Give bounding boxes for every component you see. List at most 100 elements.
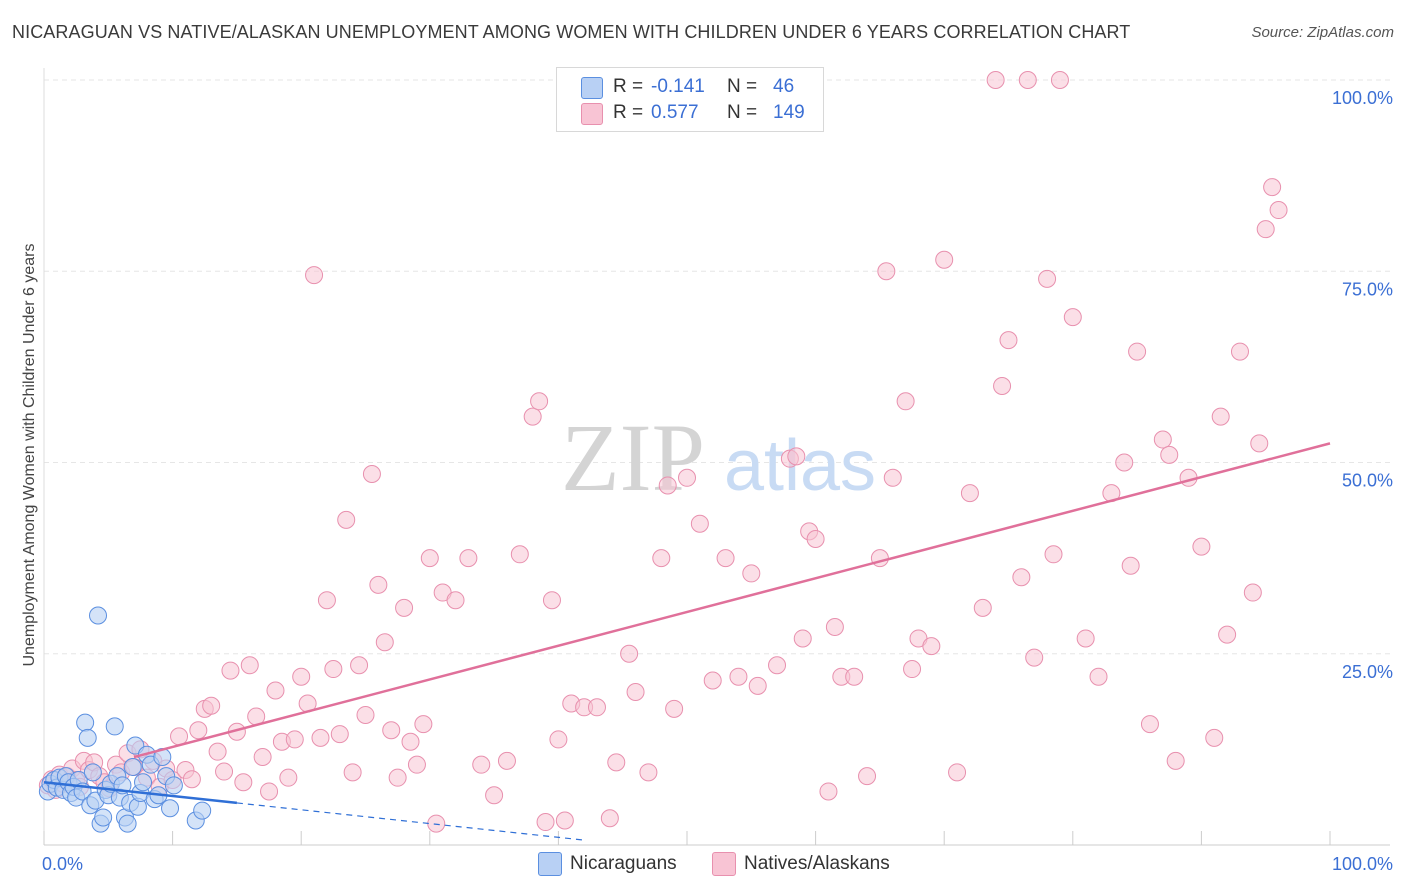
natives-point [742, 564, 761, 583]
natives-point [922, 637, 941, 656]
natives-point [240, 656, 259, 675]
source-label: Source: ZipAtlas.com [1251, 24, 1394, 41]
nicaraguans-point [123, 757, 142, 776]
nicaraguans-point [94, 808, 113, 827]
axes [43, 68, 1390, 846]
tick-labels: 25.0% 50.0% 75.0% 100.0% 0.0% 100.0% [42, 88, 1393, 874]
natives-point [787, 447, 806, 466]
natives-point [1018, 71, 1037, 89]
natives-point [555, 811, 574, 830]
natives-point [1044, 545, 1063, 564]
natives-point [446, 591, 465, 610]
natives-point [748, 676, 767, 695]
natives-point [600, 809, 619, 828]
y-tick-label: 25.0% [1342, 662, 1393, 682]
natives-point [382, 721, 401, 740]
natives-point [1263, 178, 1282, 197]
y-tick-label: 100.0% [1332, 88, 1393, 108]
natives-point [819, 782, 838, 801]
natives-point [607, 753, 626, 772]
natives-point [999, 331, 1018, 350]
natives-point [639, 763, 658, 782]
natives-point [427, 814, 446, 833]
natives-point [407, 755, 426, 774]
natives-point [1211, 407, 1230, 426]
natives-point [292, 667, 311, 686]
legend-label-nicaraguans: Nicaraguans [570, 853, 677, 874]
chart-title: NICARAGUAN VS NATIVE/ALASKAN UNEMPLOYMEN… [12, 22, 1131, 42]
natives-point [948, 763, 967, 782]
legend-swatch-pink [581, 103, 603, 125]
natives-point [1063, 308, 1082, 327]
natives-point [459, 549, 478, 568]
nicaraguans-point [83, 763, 102, 782]
natives-point [330, 725, 349, 744]
watermark: ZIP atlas [561, 404, 876, 511]
nicaraguans-point [161, 799, 180, 818]
natives-point [356, 705, 375, 724]
natives-point [317, 591, 336, 610]
natives-point [343, 763, 362, 782]
natives-point [260, 782, 279, 801]
natives-point [401, 732, 420, 751]
nicaraguans-point [78, 728, 97, 747]
natives-point [896, 392, 915, 411]
natives-point [1160, 445, 1179, 464]
natives-point [883, 468, 902, 487]
natives-point [845, 667, 864, 686]
legend-item-nicaraguans: Nicaraguans [538, 852, 677, 876]
y-tick-label: 75.0% [1342, 279, 1393, 299]
correlation-legend: R = -0.141 N = 46 R = 0.577 N = 149 [556, 67, 824, 132]
nicaraguans-point [76, 713, 95, 732]
watermark-atlas: atlas [724, 426, 876, 506]
natives-point [285, 730, 304, 749]
natives-point [716, 549, 735, 568]
natives-point [1025, 648, 1044, 667]
legend-r-value: -0.141 [651, 76, 705, 97]
natives-point [658, 476, 677, 495]
natives-point [497, 751, 516, 770]
natives-point [395, 598, 414, 617]
natives-point [510, 545, 529, 564]
natives-point [1166, 751, 1185, 770]
natives-point [825, 617, 844, 636]
natives-point [806, 530, 825, 548]
natives-point [1205, 728, 1224, 747]
natives-point [877, 262, 896, 281]
y-tick-label: 50.0% [1342, 471, 1393, 491]
nicaraguans-point [118, 814, 137, 833]
natives-point [793, 629, 812, 648]
trend-lines [43, 442, 1331, 841]
legend-swatch-blue [581, 77, 603, 99]
natives-point [350, 656, 369, 675]
natives-point [1140, 715, 1159, 734]
natives-point [375, 633, 394, 652]
natives-point [305, 266, 324, 285]
natives-point [234, 773, 253, 792]
legend-r-label: R = [613, 102, 644, 123]
natives-point [1269, 201, 1288, 220]
natives-point [1192, 537, 1211, 556]
natives-point [388, 768, 407, 787]
natives-point [182, 770, 201, 789]
natives-point [221, 661, 240, 680]
natives-point [587, 698, 606, 717]
nicaraguans-point [164, 776, 183, 795]
natives-point [1250, 434, 1269, 453]
natives-point [485, 786, 504, 805]
natives-point [858, 767, 877, 786]
natives-point [542, 591, 561, 610]
natives-point [986, 71, 1005, 89]
legend-swatch-blue [538, 852, 562, 876]
natives-point [1012, 568, 1031, 587]
natives-point [1121, 556, 1140, 575]
natives-point [170, 727, 189, 746]
natives-point [202, 696, 221, 715]
natives-point [1153, 430, 1172, 449]
natives-point [1218, 625, 1237, 644]
natives-point [973, 598, 992, 617]
legend-item-natives: Natives/Alaskans [712, 852, 890, 876]
natives-point [420, 549, 439, 568]
nicaraguans-point [105, 717, 124, 736]
